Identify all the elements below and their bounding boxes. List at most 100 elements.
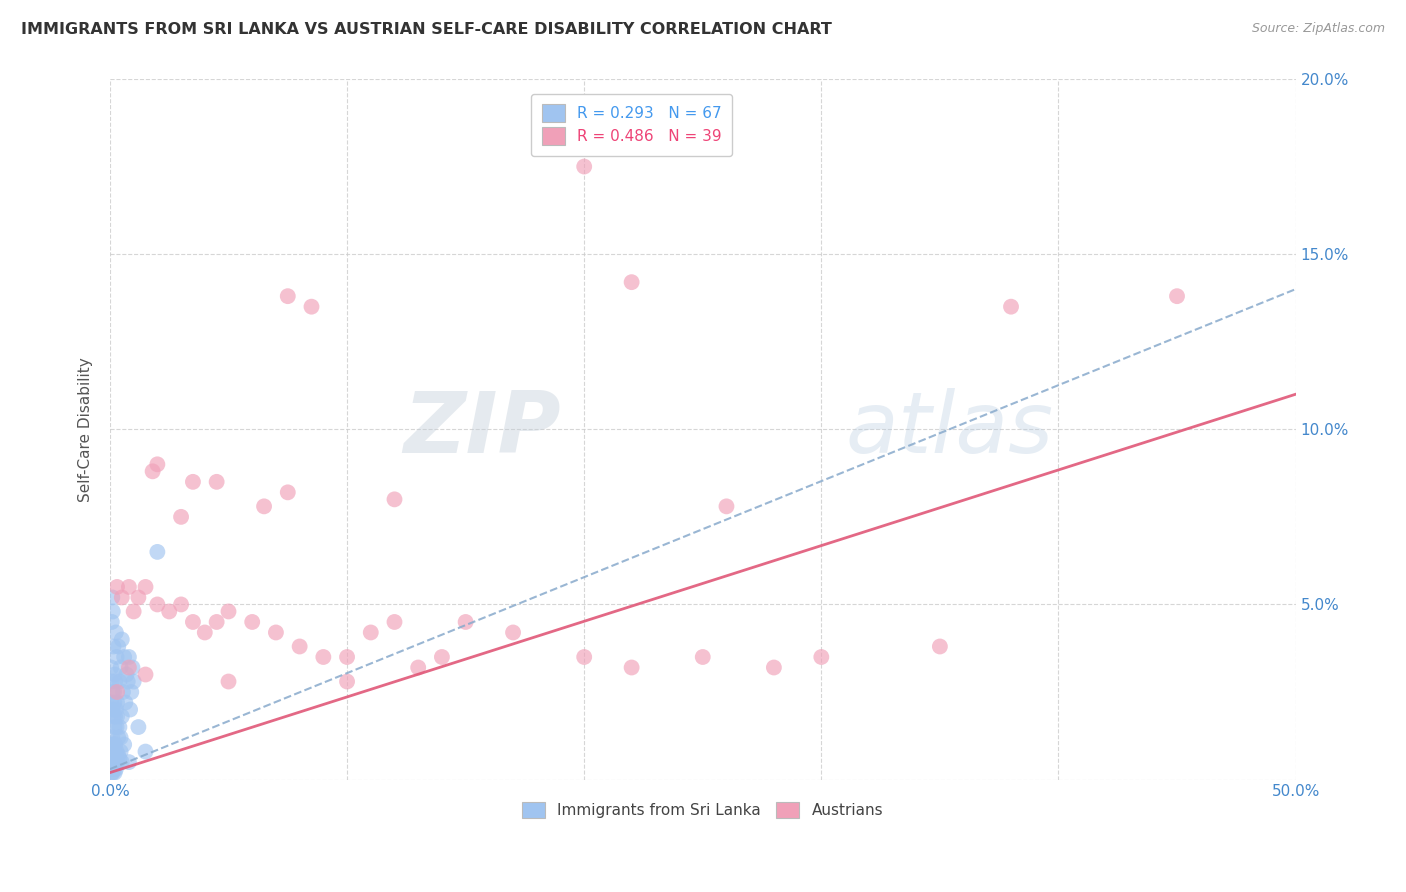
Point bbox=[170, 598, 193, 612]
Point bbox=[101, 765, 124, 780]
Point bbox=[104, 667, 127, 681]
Text: IMMIGRANTS FROM SRI LANKA VS AUSTRIAN SELF-CARE DISABILITY CORRELATION CHART: IMMIGRANTS FROM SRI LANKA VS AUSTRIAN SE… bbox=[21, 22, 832, 37]
Point bbox=[620, 660, 643, 674]
Point bbox=[107, 748, 129, 763]
Point bbox=[101, 765, 124, 780]
Point bbox=[111, 591, 134, 605]
Point bbox=[218, 674, 240, 689]
Point bbox=[170, 509, 193, 524]
Point bbox=[110, 660, 132, 674]
Point bbox=[384, 492, 406, 507]
Point bbox=[121, 660, 143, 674]
Point bbox=[103, 762, 125, 776]
Point bbox=[146, 598, 169, 612]
Point bbox=[101, 731, 124, 745]
Point bbox=[134, 667, 156, 681]
Point bbox=[360, 625, 382, 640]
Point bbox=[110, 745, 132, 759]
Point bbox=[108, 674, 131, 689]
Point bbox=[105, 755, 128, 769]
Text: atlas: atlas bbox=[845, 388, 1053, 471]
Point bbox=[277, 289, 299, 303]
Point bbox=[101, 674, 124, 689]
Point bbox=[134, 580, 156, 594]
Point bbox=[142, 464, 165, 478]
Text: Source: ZipAtlas.com: Source: ZipAtlas.com bbox=[1251, 22, 1385, 36]
Point bbox=[1166, 289, 1188, 303]
Point bbox=[181, 475, 204, 489]
Point bbox=[122, 674, 145, 689]
Point bbox=[120, 685, 142, 699]
Point bbox=[105, 580, 128, 594]
Point bbox=[111, 709, 134, 723]
Point bbox=[101, 591, 124, 605]
Point bbox=[277, 485, 299, 500]
Point bbox=[105, 745, 128, 759]
Point bbox=[312, 650, 335, 665]
Point bbox=[105, 709, 128, 723]
Point bbox=[384, 615, 406, 629]
Point bbox=[103, 709, 125, 723]
Point bbox=[1000, 300, 1022, 314]
Point bbox=[502, 625, 524, 640]
Point bbox=[574, 160, 596, 174]
Point bbox=[111, 632, 134, 647]
Point bbox=[218, 604, 240, 618]
Point bbox=[146, 545, 169, 559]
Point bbox=[146, 458, 169, 472]
Point bbox=[104, 625, 127, 640]
Point bbox=[406, 660, 429, 674]
Point bbox=[120, 702, 142, 716]
Point bbox=[114, 696, 136, 710]
Point bbox=[122, 604, 145, 618]
Point bbox=[118, 580, 141, 594]
Point bbox=[118, 650, 141, 665]
Point bbox=[574, 650, 596, 665]
Point bbox=[107, 640, 129, 654]
Point bbox=[430, 650, 453, 665]
Point bbox=[110, 731, 132, 745]
Point bbox=[111, 685, 134, 699]
Point bbox=[181, 615, 204, 629]
Point bbox=[112, 650, 135, 665]
Point bbox=[264, 625, 287, 640]
Point bbox=[104, 702, 127, 716]
Point bbox=[101, 702, 124, 716]
Point bbox=[301, 300, 323, 314]
Point bbox=[108, 751, 131, 765]
Point bbox=[101, 685, 124, 699]
Point bbox=[100, 660, 122, 674]
Point bbox=[101, 745, 124, 759]
Point bbox=[103, 640, 125, 654]
Point bbox=[103, 738, 125, 752]
Point bbox=[194, 625, 217, 640]
Point bbox=[111, 755, 134, 769]
Point bbox=[620, 275, 643, 289]
Point bbox=[288, 640, 311, 654]
Point bbox=[127, 591, 149, 605]
Point bbox=[104, 745, 127, 759]
Point bbox=[112, 738, 135, 752]
Point bbox=[101, 615, 124, 629]
Point bbox=[103, 685, 125, 699]
Point bbox=[454, 615, 477, 629]
Point bbox=[716, 500, 738, 514]
Point bbox=[101, 758, 124, 772]
Point bbox=[762, 660, 785, 674]
Point bbox=[101, 604, 124, 618]
Point bbox=[253, 500, 276, 514]
Point bbox=[104, 738, 127, 752]
Point bbox=[104, 765, 127, 780]
Point bbox=[240, 615, 263, 629]
Point bbox=[103, 748, 125, 763]
Point bbox=[117, 674, 139, 689]
Point bbox=[107, 731, 129, 745]
Text: ZIP: ZIP bbox=[404, 388, 561, 471]
Point bbox=[105, 696, 128, 710]
Point bbox=[104, 709, 127, 723]
Point bbox=[336, 650, 359, 665]
Point bbox=[118, 660, 141, 674]
Point bbox=[105, 685, 128, 699]
Point bbox=[101, 741, 124, 756]
Point bbox=[105, 720, 128, 734]
